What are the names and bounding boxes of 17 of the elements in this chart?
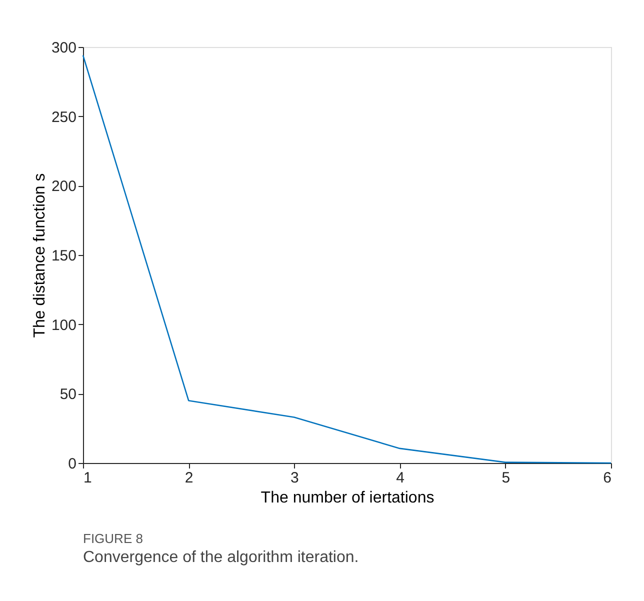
x-tick-label: 1: [84, 470, 92, 486]
x-tick-label: 2: [184, 470, 194, 486]
text: Convergence of the algorithm iteration.: [83, 549, 359, 566]
caption: FIGURE 8: [83, 531, 143, 546]
y-axis-title: The distance function s: [31, 173, 48, 338]
y-tick-label: 250: [51, 108, 76, 126]
x-axis-title: The number of iertations: [260, 490, 434, 506]
x-tick-label: 3: [290, 470, 299, 486]
y-tick-label: 150: [51, 248, 76, 264]
y-tick-label: 300: [51, 40, 76, 56]
x-tick-label: 4: [396, 470, 404, 486]
x-tick-label: 5: [502, 470, 510, 486]
x-tick-label: 6: [603, 470, 612, 486]
y-tick-label: 50: [60, 386, 76, 404]
y-tick-label: 0: [68, 456, 76, 472]
y-tick-label: 100: [51, 316, 76, 334]
y-tick-label: 200: [51, 178, 76, 196]
